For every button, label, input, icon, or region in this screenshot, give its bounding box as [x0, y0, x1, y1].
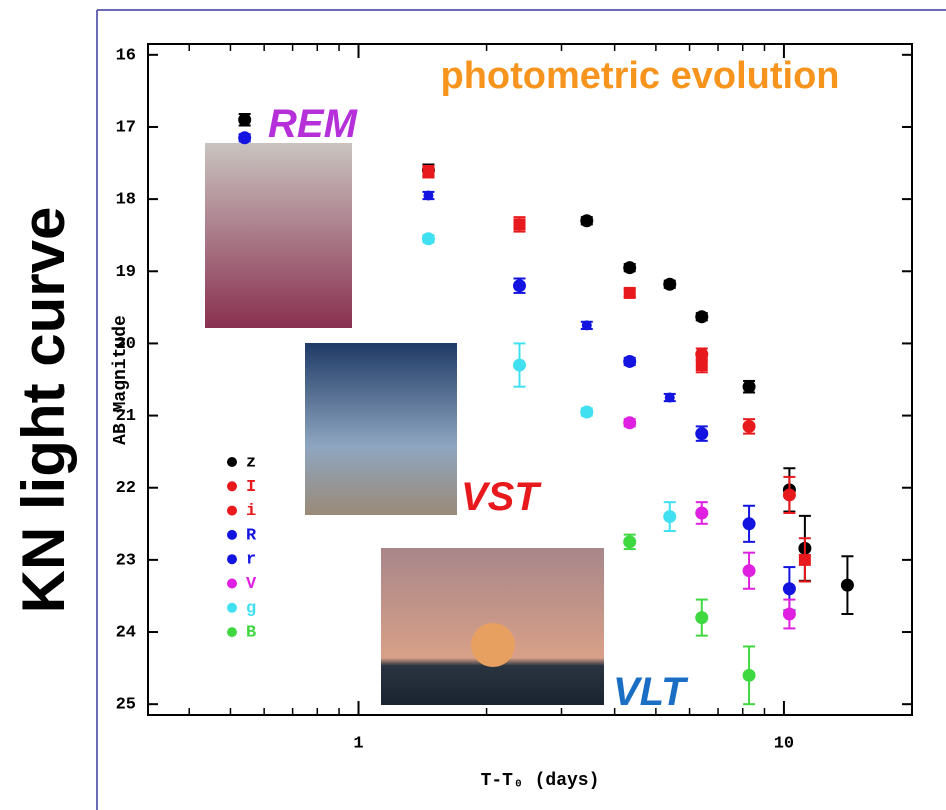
- point: [782, 488, 796, 502]
- y-tick-label: 25: [116, 696, 136, 715]
- legend-marker: [227, 627, 237, 638]
- legend-label: V: [246, 575, 257, 594]
- point: [623, 535, 637, 549]
- point: [742, 380, 756, 394]
- point: [422, 165, 435, 178]
- point: [742, 564, 756, 578]
- point: [512, 358, 526, 372]
- legend-marker: [227, 529, 237, 540]
- y-tick-label: 24: [116, 624, 136, 643]
- legend-label: R: [246, 526, 257, 545]
- chart-title: photometric evolution: [441, 55, 840, 97]
- plot-frame: [147, 43, 913, 716]
- x-tick-label: 1: [353, 734, 363, 753]
- point: [423, 190, 434, 201]
- rem-photo: [205, 143, 352, 328]
- point: [421, 232, 435, 246]
- point: [623, 286, 636, 299]
- point: [695, 611, 709, 625]
- point: [581, 320, 592, 331]
- vst-photo: [305, 343, 457, 515]
- y-tick-label: 20: [116, 335, 136, 354]
- y-tick-label: 21: [116, 407, 136, 426]
- point: [695, 310, 709, 324]
- point: [580, 405, 594, 419]
- point: [798, 553, 811, 566]
- point: [663, 277, 677, 291]
- moon: [471, 623, 515, 667]
- point: [623, 416, 637, 430]
- legend-label: i: [246, 502, 256, 521]
- legend-label: r: [246, 551, 256, 570]
- x-tick-label: 10: [774, 734, 794, 753]
- point: [782, 582, 796, 596]
- legend-marker: [227, 505, 237, 516]
- point: [742, 419, 756, 433]
- point: [513, 218, 526, 231]
- x-axis-label: T-T₀ (days): [481, 771, 600, 791]
- legend-marker: [227, 457, 237, 467]
- point: [782, 607, 796, 621]
- point: [623, 354, 637, 368]
- legend-label: g: [246, 599, 256, 618]
- point: [695, 427, 709, 441]
- point: [695, 359, 708, 372]
- point: [695, 347, 709, 361]
- point: [695, 506, 709, 520]
- legend-label: I: [246, 478, 256, 497]
- y-tick-label: 23: [116, 551, 136, 570]
- legend-marker: [227, 578, 237, 589]
- y-tick-label: 16: [116, 46, 136, 65]
- y-tick-label: 22: [116, 479, 136, 498]
- point: [623, 261, 637, 275]
- point: [840, 578, 854, 592]
- legend-label: z: [246, 453, 256, 472]
- point: [742, 668, 756, 682]
- legend-label: B: [246, 624, 256, 643]
- annotation: VLT: [613, 670, 689, 714]
- y-tick-label: 19: [116, 263, 136, 282]
- point: [663, 510, 677, 524]
- annotation: VST: [461, 475, 542, 519]
- point: [512, 279, 526, 293]
- legend-marker: [227, 554, 237, 565]
- y-axis-label: AB Magnitude: [111, 315, 131, 445]
- point: [238, 131, 252, 145]
- legend-marker: [227, 481, 237, 492]
- y-tick-label: 18: [116, 191, 136, 210]
- point: [664, 392, 675, 403]
- annotation: REM: [268, 102, 359, 146]
- side-label: KN light curve: [10, 207, 77, 614]
- point: [742, 517, 756, 531]
- y-tick-label: 17: [116, 118, 136, 137]
- point: [580, 214, 594, 228]
- point: [238, 113, 252, 127]
- legend-marker: [227, 602, 237, 613]
